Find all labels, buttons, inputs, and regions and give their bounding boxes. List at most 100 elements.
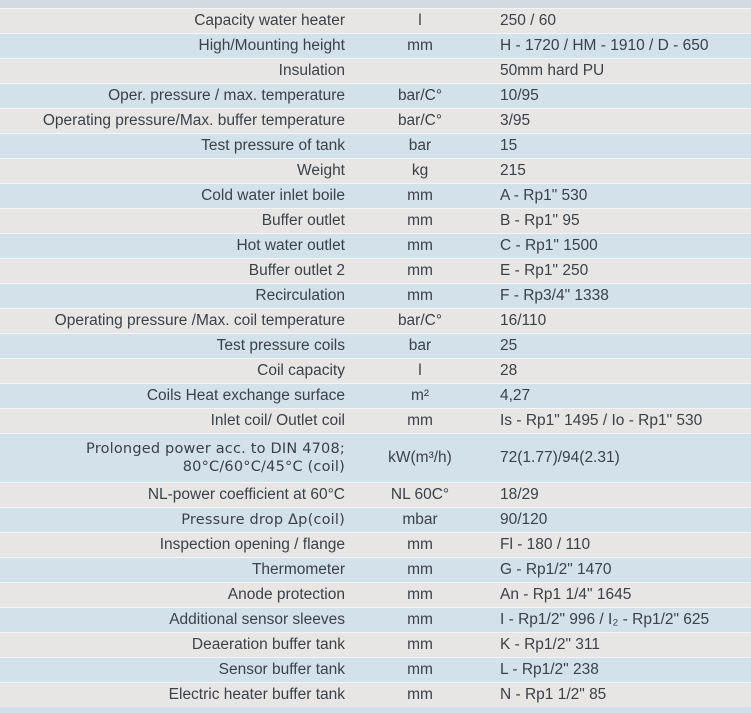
row-value: 215 — [500, 162, 526, 180]
row-parameter-label: Operating pressure /Max. coil temperatur… — [54, 312, 345, 330]
table-row: Inspection opening / flange mm Fl - 180 / … — [0, 532, 751, 557]
row-unit: mm — [407, 237, 433, 255]
row-value: 250 / 60 — [500, 12, 557, 30]
row-value: N - Rp1 1/2" 85 — [500, 686, 607, 704]
row-parameter-label: Coils Heat exchange surface — [146, 387, 345, 405]
table-top-strip — [0, 0, 751, 8]
row-value: B - Rp1" 95 — [500, 212, 580, 230]
row-unit: m² — [410, 387, 430, 405]
row-parameter-label: Cold water inlet boile — [201, 187, 345, 205]
row-value: 10/95 — [500, 87, 539, 105]
row-value: 72(1.77)/94(2.31) — [500, 449, 620, 467]
row-parameter-label: Thermometer — [251, 561, 345, 579]
row-value: 4,27 — [500, 387, 531, 405]
row-unit: mm — [407, 212, 433, 230]
table-row: Recirculation mm F - Rp3/4" 1338 — [0, 283, 751, 308]
table-row: Cold water inlet boile mm A - Rp1" 530 — [0, 183, 751, 208]
row-value: E - Rp1" 250 — [500, 262, 589, 280]
row-parameter-label: Oper. pressure / max. temperature — [108, 87, 345, 105]
row-unit: mm — [407, 561, 433, 579]
row-parameter-label: Buffer outlet 2 — [248, 262, 345, 280]
row-value: F - Rp3/4" 1338 — [500, 287, 609, 305]
table-row: Hot water outlet mm C - Rp1" 1500 — [0, 233, 751, 258]
row-unit: mm — [407, 187, 433, 205]
row-unit: bar — [408, 337, 432, 355]
row-parameter-label: Coil capacity — [257, 362, 345, 380]
row-value: 90/120 — [500, 511, 548, 529]
row-parameter-label: Additional sensor sleeves — [169, 611, 345, 629]
table-row: Sensor buffer tank mm L - Rp1/2" 238 — [0, 657, 751, 682]
row-unit: mm — [407, 611, 433, 629]
row-unit: bar/C° — [397, 112, 443, 130]
row-parameter-label: Hot water outlet — [236, 237, 345, 255]
row-unit: l — [418, 12, 422, 30]
table-row: Coils Heat exchange surface m² 4,27 — [0, 383, 751, 408]
table-row: Oper. pressure / max. temperature bar/C° 1… — [0, 83, 751, 108]
table-row: Additional sensor sleeves mm I - Rp1/2" 99… — [0, 607, 751, 632]
row-unit: kW(m³/h) — [388, 449, 452, 467]
row-unit: mm — [407, 586, 433, 604]
table-row: High/Mounting height mm H - 1720 / HM - 19… — [0, 33, 751, 58]
table-row: Prolonged power acc. to DIN 4708; 80°C/6… — [0, 433, 751, 482]
row-parameter-label: Deaeration buffer tank — [191, 636, 345, 654]
row-unit: mm — [407, 287, 433, 305]
row-value: H - 1720 / HM - 1910 / D - 650 — [500, 37, 709, 55]
table-row: Test pressure of tank bar 15 — [0, 133, 751, 158]
row-unit: bar — [408, 137, 432, 155]
row-value: Fl - 180 / 110 — [500, 536, 591, 554]
row-unit: mm — [407, 536, 433, 554]
row-value: 15 — [500, 137, 518, 155]
row-unit: l — [418, 362, 422, 380]
row-unit: bar/C° — [397, 87, 443, 105]
row-unit: mbar — [402, 511, 438, 529]
row-unit: mm — [407, 412, 433, 430]
row-unit: mm — [407, 262, 433, 280]
table-row: Deaeration buffer tank mm K - Rp1/2" 311 — [0, 632, 751, 657]
row-value: I - Rp1/2" 996 / I₂ - Rp1/2" 625 — [500, 611, 710, 629]
table-row: Weight kg 215 — [0, 158, 751, 183]
row-parameter-label: Insulation — [278, 62, 345, 80]
row-value: An - Rp1 1/4" 1645 — [500, 586, 632, 604]
row-unit: bar/C° — [397, 312, 443, 330]
row-unit: mm — [407, 37, 433, 55]
table-row: Operating pressure /Max. coil temperatur… — [0, 308, 751, 333]
row-value: L - Rp1/2" 238 — [500, 661, 599, 679]
row-value: 28 — [500, 362, 518, 380]
row-parameter-label: Sensor buffer tank — [218, 661, 345, 679]
table-row: Thermometer mm G - Rp1/2" 1470 — [0, 557, 751, 582]
row-parameter-label: Weight — [297, 162, 345, 180]
row-unit: NL 60C° — [390, 486, 450, 504]
row-value: 16/110 — [500, 312, 547, 330]
row-value: 25 — [500, 337, 518, 355]
row-parameter-label: Anode protection — [227, 586, 345, 604]
row-parameter-label: Electric heater buffer tank — [168, 686, 345, 704]
table-row: Buffer outlet 2 mm E - Rp1" 250 — [0, 258, 751, 283]
row-unit: mm — [407, 686, 433, 704]
table-row: Coil capacity l 28 — [0, 358, 751, 383]
row-parameter-label: Buffer outlet — [261, 212, 345, 230]
row-parameter-label: Test pressure of tank — [201, 137, 345, 155]
table-bottom-strip — [0, 707, 751, 713]
row-parameter-label: Operating pressure/Max. buffer temperatu… — [42, 112, 345, 130]
row-parameter-label: Inlet coil/ Outlet coil — [210, 412, 345, 430]
row-parameter-label: NL-power coefficient at 60°C — [147, 486, 345, 504]
table-row: Operating pressure/Max. buffer temperatu… — [0, 108, 751, 133]
row-value: C - Rp1" 1500 — [500, 237, 598, 255]
table-row: Anode protection mm An - Rp1 1/4" 1645 — [0, 582, 751, 607]
row-value: 18/29 — [500, 486, 539, 504]
row-value: 3/95 — [500, 112, 531, 130]
row-parameter-label: High/Mounting height — [198, 37, 346, 55]
table-row: Inlet coil/ Outlet coil mm Is - Rp1" 1495 … — [0, 408, 751, 433]
table-row: Test pressure coils bar 25 — [0, 333, 751, 358]
table-row: NL-power coefficient at 60°C NL 60C° 18/29 — [0, 482, 751, 507]
table-row: Capacity water heater l 250 / 60 — [0, 8, 751, 33]
row-value: K - Rp1/2" 311 — [500, 636, 600, 654]
row-value: A - Rp1" 530 — [500, 187, 588, 205]
row-unit: mm — [407, 636, 433, 654]
row-parameter-label: Test pressure coils — [216, 337, 345, 355]
row-parameter-label: Prolonged power acc. to DIN 4708; 80°C/6… — [86, 440, 345, 475]
table-row: Pressure drop Δp(coil) mbar 90/120 — [0, 507, 751, 532]
row-parameter-label: Pressure drop Δp(coil) — [181, 511, 345, 528]
table-row: Buffer outlet mm B - Rp1" 95 — [0, 208, 751, 233]
